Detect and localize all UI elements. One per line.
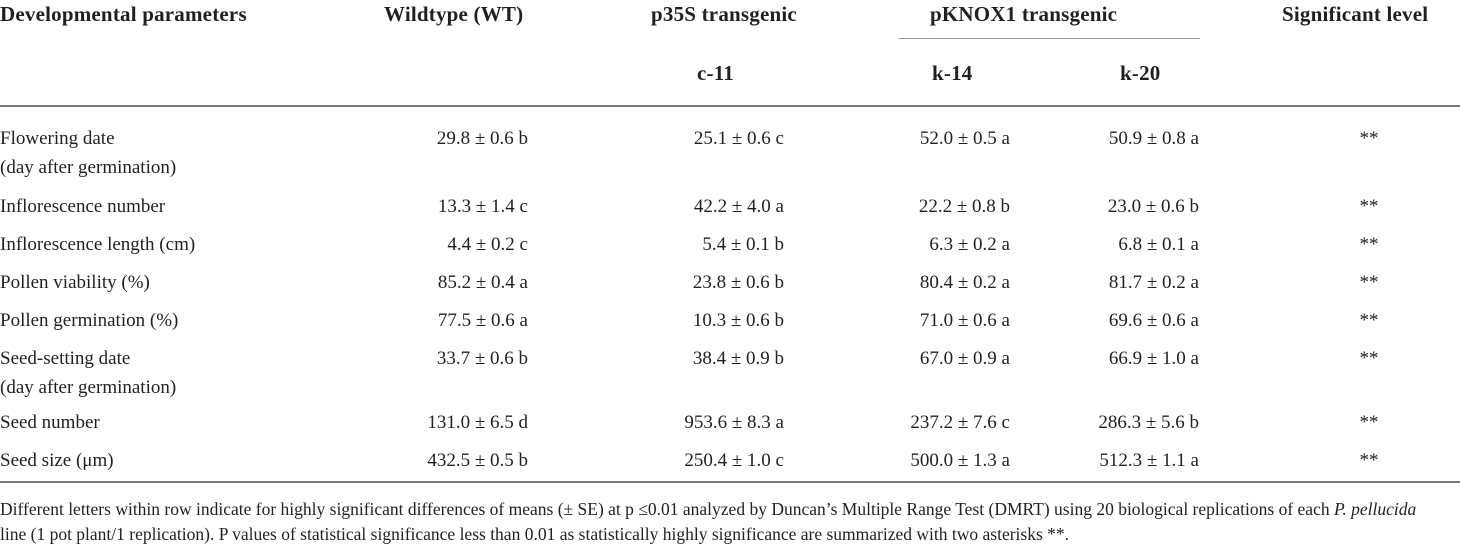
row-label: Seed size (μm) — [0, 446, 114, 475]
cell-c11: 250.4 ± 1.0 c — [684, 450, 784, 471]
header-c11: c-11 — [697, 61, 734, 85]
cell-k14: 71.0 ± 0.6 a — [919, 310, 1010, 331]
row-label: Inflorescence number — [0, 192, 165, 221]
cell-k20: 50.9 ± 0.8 a — [1108, 128, 1199, 149]
row-label-line2: (day after germination) — [0, 377, 177, 398]
cell-c11: 25.1 ± 0.6 c — [693, 128, 784, 149]
header-wildtype: Wildtype (WT) — [384, 2, 524, 26]
cell-k20: 6.8 ± 0.1 a — [1118, 234, 1199, 255]
header-pknox1-transgenic: pKNOX1 transgenic — [930, 2, 1118, 26]
row-label-line1: Inflorescence number — [0, 196, 166, 217]
row-label-line2: (day after germination) — [0, 157, 177, 178]
cell-significance: ** — [1359, 412, 1379, 433]
cell-k20: 66.9 ± 1.0 a — [1108, 348, 1199, 369]
row-label: Flowering date (day after germination) — [0, 124, 176, 182]
row-label-line1: Seed-setting date — [0, 348, 131, 369]
footnote-text-continued: line (1 pot plant/1 replication). P valu… — [0, 524, 1070, 544]
row-label: Pollen germination (%) — [0, 306, 178, 335]
cell-wt: 13.3 ± 1.4 c — [437, 196, 528, 217]
cell-k20: 69.6 ± 0.6 a — [1108, 310, 1199, 331]
cell-k20: 512.3 ± 1.1 a — [1099, 450, 1199, 471]
row-label-line1: Flowering date — [0, 128, 115, 149]
header-developmental-parameters: Developmental parameters — [0, 2, 247, 26]
cell-k14: 237.2 ± 7.6 c — [910, 412, 1010, 433]
cell-wt: 77.5 ± 0.6 a — [437, 310, 528, 331]
cell-wt: 29.8 ± 0.6 b — [436, 128, 528, 149]
header-k20: k-20 — [1120, 61, 1161, 85]
cell-k20: 81.7 ± 0.2 a — [1108, 272, 1199, 293]
header-k14: k-14 — [932, 61, 973, 85]
cell-k20: 286.3 ± 5.6 b — [1098, 412, 1199, 433]
cell-significance: ** — [1359, 450, 1379, 471]
cell-c11: 5.4 ± 0.1 b — [702, 234, 784, 255]
cell-significance: ** — [1359, 272, 1379, 293]
row-label-line1: Seed size (μm) — [0, 450, 114, 471]
table-footnote: Different letters within row indicate fo… — [0, 497, 1440, 547]
cell-significance: ** — [1359, 310, 1379, 331]
cell-k14: 52.0 ± 0.5 a — [919, 128, 1010, 149]
cell-c11: 10.3 ± 0.6 b — [692, 310, 784, 331]
cell-k14: 67.0 ± 0.9 a — [919, 348, 1010, 369]
cell-k14: 6.3 ± 0.2 a — [929, 234, 1010, 255]
row-label: Pollen viability (%) — [0, 268, 150, 297]
row-label-line1: Pollen viability (%) — [0, 272, 150, 293]
row-label: Seed number — [0, 408, 100, 437]
cell-significance: ** — [1359, 128, 1379, 149]
cell-k20: 23.0 ± 0.6 b — [1107, 196, 1199, 217]
cell-significance: ** — [1359, 196, 1379, 217]
cell-significance: ** — [1359, 234, 1379, 255]
cell-wt: 85.2 ± 0.4 a — [437, 272, 528, 293]
cell-k14: 500.0 ± 1.3 a — [910, 450, 1010, 471]
row-label-line1: Inflorescence length (cm) — [0, 234, 196, 255]
cell-wt: 33.7 ± 0.6 b — [436, 348, 528, 369]
row-label: Seed-setting date (day after germination) — [0, 344, 176, 402]
row-label: Inflorescence length (cm) — [0, 230, 195, 259]
row-label-line1: Seed number — [0, 412, 100, 433]
cell-k14: 22.2 ± 0.8 b — [918, 196, 1010, 217]
cell-wt: 131.0 ± 6.5 d — [427, 412, 528, 433]
cell-c11: 953.6 ± 8.3 a — [684, 412, 784, 433]
cell-c11: 38.4 ± 0.9 b — [692, 348, 784, 369]
table-bottom-rule — [0, 481, 1460, 483]
footnote-species: P. pellucida — [1333, 499, 1417, 519]
header-bottom-rule — [0, 105, 1460, 107]
cell-wt: 4.4 ± 0.2 c — [447, 234, 528, 255]
footnote-text: Different letters within row indicate fo… — [0, 499, 1330, 519]
cell-k14: 80.4 ± 0.2 a — [919, 272, 1010, 293]
cell-significance: ** — [1359, 348, 1379, 369]
header-p35s-transgenic: p35S transgenic — [651, 2, 797, 26]
cell-c11: 23.8 ± 0.6 b — [692, 272, 784, 293]
header-significant-level: Significant level — [1282, 2, 1429, 26]
pknox1-group-rule — [899, 38, 1200, 39]
cell-wt: 432.5 ± 0.5 b — [427, 450, 528, 471]
cell-c11: 42.2 ± 4.0 a — [693, 196, 784, 217]
row-label-line1: Pollen germination (%) — [0, 310, 179, 331]
